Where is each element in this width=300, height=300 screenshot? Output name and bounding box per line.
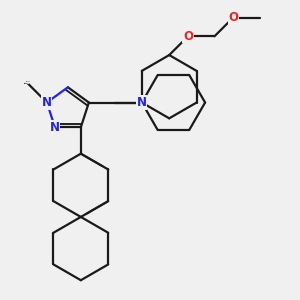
Text: methyl: methyl — [26, 81, 31, 82]
Text: O: O — [183, 30, 193, 43]
Text: N: N — [137, 96, 147, 109]
Text: methyl: methyl — [24, 82, 29, 84]
Text: N: N — [137, 96, 147, 109]
Text: N: N — [42, 96, 52, 109]
Text: N: N — [50, 121, 60, 134]
Text: O: O — [228, 11, 238, 24]
